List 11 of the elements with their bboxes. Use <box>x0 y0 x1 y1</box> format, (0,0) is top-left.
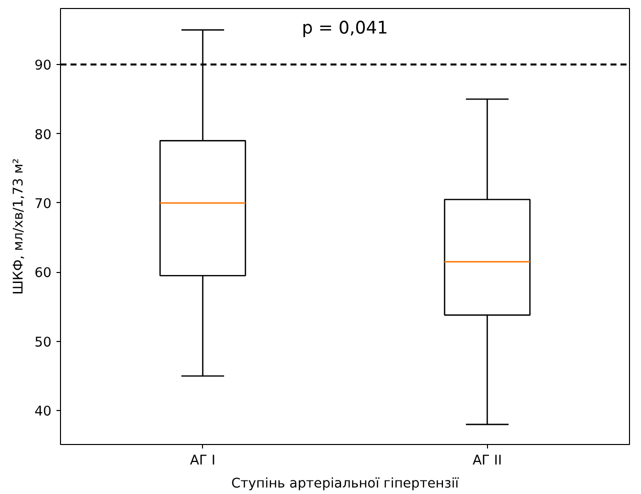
y-tick-label: 80 <box>34 128 52 143</box>
y-tick-label: 40 <box>34 404 52 420</box>
y-tick-label: 50 <box>34 335 52 350</box>
annotation: p = 0,041 <box>302 18 388 38</box>
y-tick-label: 60 <box>34 266 52 282</box>
x-axis-title: Ступінь артеріальної гіпертензії <box>231 476 460 492</box>
y-axis-title: ШКФ, мл/хв/1,73 м² <box>12 158 27 295</box>
y-tick-label: 90 <box>34 58 52 74</box>
y-tick-label: 70 <box>34 196 52 212</box>
x-tick-label: АГ I <box>190 454 216 468</box>
x-tick-label: АГ II <box>472 454 502 468</box>
